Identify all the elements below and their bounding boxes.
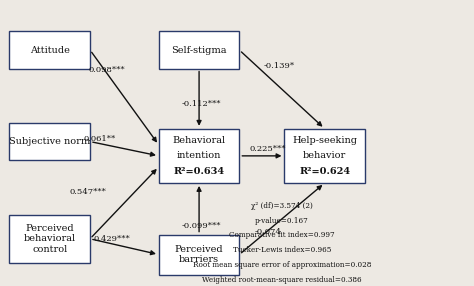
Text: Weighted root-mean-square residual=0.386: Weighted root-mean-square residual=0.386 [202,276,362,284]
Text: intention: intention [177,151,221,160]
FancyBboxPatch shape [9,123,90,160]
Text: 0.225***: 0.225*** [249,145,286,153]
Text: Perceived
barriers: Perceived barriers [175,245,223,264]
Text: Comparative fit index=0.997: Comparative fit index=0.997 [229,231,335,239]
Text: Root mean square error of approximation=0.028: Root mean square error of approximation=… [193,261,371,269]
Text: -0.112***: -0.112*** [182,100,221,108]
FancyBboxPatch shape [9,214,90,263]
Text: Tucker-Lewis index=0.965: Tucker-Lewis index=0.965 [233,246,331,254]
Text: -0.139*: -0.139* [264,62,295,70]
FancyBboxPatch shape [159,235,239,275]
FancyBboxPatch shape [9,31,90,69]
Text: -0.074: -0.074 [255,228,281,236]
FancyBboxPatch shape [159,129,239,183]
Text: Self-stigma: Self-stigma [171,45,227,55]
Text: χ² (df)=3.574 (2): χ² (df)=3.574 (2) [251,202,313,210]
Text: 0.061**: 0.061** [83,135,116,143]
Text: Help-seeking: Help-seeking [292,136,357,145]
Text: 0.429***: 0.429*** [93,235,130,243]
Text: Subjective norm: Subjective norm [9,137,91,146]
FancyBboxPatch shape [159,31,239,69]
Text: 0.547***: 0.547*** [69,188,106,196]
Text: 0.098***: 0.098*** [88,66,125,74]
Text: behavior: behavior [303,151,346,160]
FancyBboxPatch shape [284,129,365,183]
Text: Behavioral: Behavioral [173,136,226,145]
Text: -0.099***: -0.099*** [182,222,221,230]
Text: R²=0.634: R²=0.634 [173,167,225,176]
Text: Attitude: Attitude [30,45,70,55]
Text: R²=0.624: R²=0.624 [299,167,350,176]
Text: Perceived
behavioral
control: Perceived behavioral control [24,224,76,254]
Text: p-value=0.167: p-value=0.167 [255,217,309,225]
